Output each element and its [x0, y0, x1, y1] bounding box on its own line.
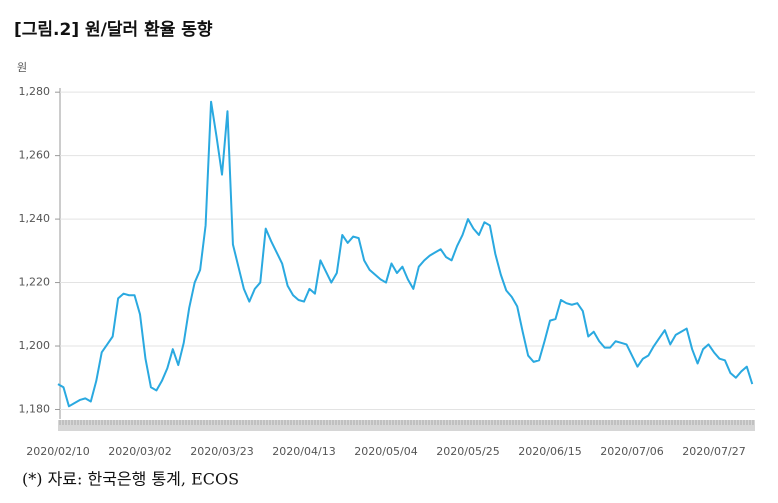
- y-tick-label: 1,240: [19, 212, 51, 225]
- x-tick-label: 2020/03/02: [108, 445, 171, 458]
- x-tick-label: 2020/03/23: [190, 445, 253, 458]
- x-tick-label: 2020/02/10: [26, 445, 89, 458]
- source-note: (*) 자료: 한국은행 통계, ECOS: [22, 470, 239, 489]
- x-tick-label: 2020/05/25: [436, 445, 499, 458]
- y-unit: 원: [17, 61, 27, 74]
- data-line: [57, 100, 754, 408]
- x-tick-label: 2020/06/15: [518, 445, 581, 458]
- scroll-bar: [58, 420, 755, 431]
- y-tick-label: 1,180: [19, 402, 51, 415]
- y-tick-label: 1,220: [19, 276, 51, 289]
- x-tick-label: 2020/07/06: [600, 445, 663, 458]
- y-tick-label: 1,200: [19, 339, 51, 352]
- x-tick-label: 2020/07/27: [682, 445, 745, 458]
- x-tick-label: 2020/04/13: [272, 445, 335, 458]
- x-tick-label: 2020/05/04: [354, 445, 417, 458]
- y-tick-label: 1,260: [19, 149, 51, 162]
- y-tick-label: 1,280: [19, 85, 51, 98]
- chart-title: [그림.2] 원/달러 환율 동향: [14, 19, 213, 40]
